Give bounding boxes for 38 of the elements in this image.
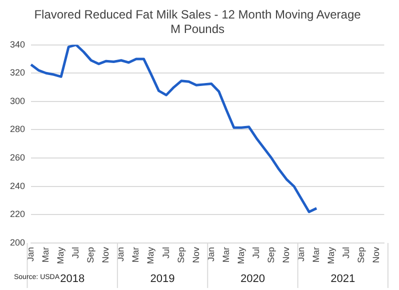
- x-tick-label: Nov: [371, 246, 382, 264]
- x-tick-label: Nov: [190, 246, 201, 264]
- text: M Pounds: [170, 22, 225, 36]
- x-tick-label: May: [56, 246, 66, 264]
- x-tick-label: Mar: [40, 246, 51, 262]
- x-tick-label: Jan: [296, 247, 306, 262]
- x-tick-label: Mar: [130, 246, 141, 262]
- x-tick-label: Jul: [70, 247, 81, 259]
- x-tick-label: Jan: [116, 247, 126, 262]
- y-tick-label: 340: [10, 39, 26, 50]
- x-tick-label: Sep: [266, 247, 276, 264]
- text: 2019: [150, 273, 175, 286]
- text: 2018: [60, 273, 85, 286]
- y-tick-label: 280: [10, 124, 26, 134]
- y-tick-label: 300: [10, 96, 26, 106]
- x-tick-label: Nov: [100, 246, 111, 264]
- y-tick-label: 260: [10, 152, 26, 163]
- x-tick-label: May: [236, 246, 246, 264]
- x-tick-label: Mar: [220, 246, 231, 262]
- x-tick-label: May: [146, 246, 156, 264]
- x-tick-label: Jul: [160, 247, 171, 259]
- x-tick-label: Mar: [311, 246, 322, 262]
- x-tick-label: May: [326, 246, 336, 264]
- x-tick-label: Jul: [250, 247, 261, 259]
- text: 2020: [240, 273, 265, 286]
- x-tick-label: Sep: [176, 247, 186, 264]
- text: 2021: [330, 273, 356, 286]
- y-tick-label: 320: [10, 68, 26, 78]
- x-tick-label: Jan: [26, 247, 36, 262]
- x-tick-label: Nov: [280, 246, 291, 264]
- y-tick-label: 200: [10, 237, 26, 248]
- x-tick-label: Sep: [86, 247, 96, 264]
- y-tick-label: 240: [10, 180, 26, 191]
- y-tick-label: 220: [10, 209, 26, 220]
- x-tick-label: Jan: [206, 247, 216, 262]
- x-tick-label: Jul: [341, 247, 352, 259]
- x-tick-label: Sep: [356, 247, 366, 264]
- text: Flavored Reduced Fat Milk Sales - 12 Month Moving Average: [34, 8, 361, 22]
